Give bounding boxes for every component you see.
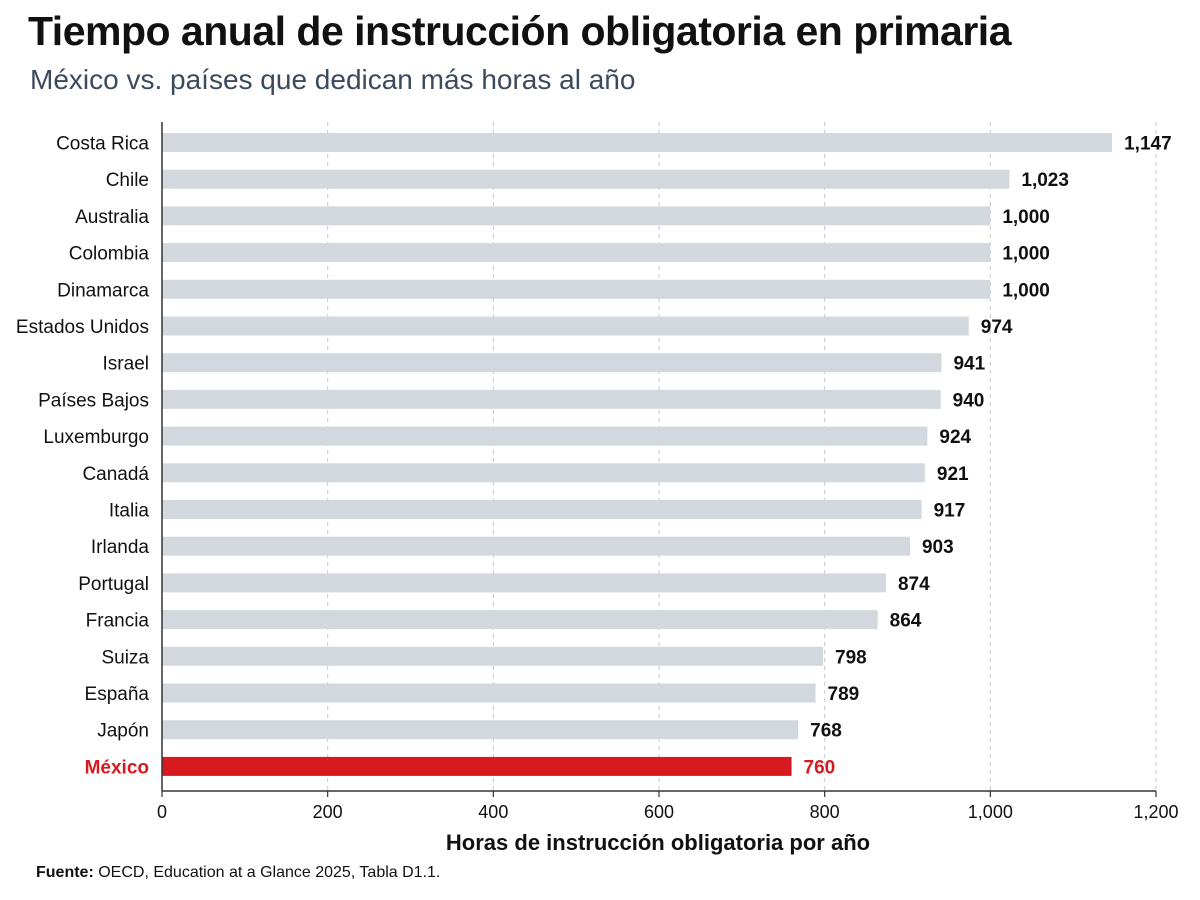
category-label: Países Bajos (38, 390, 149, 411)
data-label: 1,000 (1002, 280, 1050, 301)
data-label: 1,000 (1002, 207, 1050, 228)
x-axis-label: Horas de instrucción obligatoria por año (446, 830, 870, 855)
axes (161, 122, 1157, 797)
bar (162, 426, 928, 446)
value-labels: 1,147 1,023 1,000 1,000 1,000 974 941 940 924 921… (804, 134, 1172, 779)
x-tick-label: 1,200 (1133, 802, 1178, 822)
category-label: México (85, 757, 149, 778)
bar (162, 389, 941, 409)
category-label: Estados Unidos (16, 317, 149, 338)
bar (162, 279, 991, 299)
category-label: Chile (106, 170, 149, 191)
data-label: 921 (937, 464, 969, 485)
source-label: Fuente: (36, 864, 94, 881)
bars (162, 133, 1113, 776)
data-label: 1,000 (1002, 244, 1050, 265)
x-tick-label: 800 (810, 802, 840, 822)
chart-title: Tiempo anual de instrucción obligatoria … (28, 8, 1012, 54)
category-label: Costa Rica (56, 134, 149, 155)
bar (162, 169, 1010, 189)
category-label: Canadá (82, 464, 149, 485)
data-label: 924 (939, 427, 971, 448)
data-label: 768 (810, 721, 842, 742)
data-label: 874 (898, 574, 930, 595)
x-tick-label: 0 (157, 802, 167, 822)
category-label: Luxemburgo (43, 427, 149, 448)
category-label: Francia (86, 611, 150, 632)
bar (162, 646, 824, 666)
bar (162, 610, 878, 630)
data-label: 789 (828, 684, 860, 705)
category-label: Israel (103, 354, 149, 375)
category-label: Italia (109, 501, 150, 522)
category-label: Portugal (78, 574, 149, 595)
bar (162, 500, 922, 519)
data-label: 940 (953, 390, 985, 411)
category-labels: Costa Rica Chile Australia Colombia Dinamarc… (16, 134, 150, 779)
x-tick-label: 600 (644, 802, 674, 822)
data-label: 974 (981, 317, 1013, 338)
bar (162, 756, 792, 776)
bar (162, 720, 799, 740)
data-label: 760 (804, 757, 836, 778)
bar (162, 536, 910, 556)
data-label: 864 (890, 611, 922, 632)
data-label: 1,147 (1124, 134, 1172, 155)
category-label: España (85, 684, 150, 705)
category-label: Irlanda (91, 537, 150, 558)
source-text: OECD, Education at a Glance 2025, Tabla … (98, 864, 441, 881)
data-label: 1,023 (1021, 170, 1069, 191)
x-tick-label: 200 (313, 802, 343, 822)
bar (162, 573, 886, 593)
data-label: 941 (953, 354, 985, 375)
bar (162, 316, 969, 336)
bar (162, 683, 816, 703)
data-label: 798 (835, 647, 867, 668)
bar (162, 206, 991, 226)
data-label: 917 (934, 501, 966, 522)
x-tick-label: 1,000 (968, 802, 1013, 822)
chart-subtitle: México vs. países que dedican más horas … (30, 64, 636, 95)
source-note: Fuente: OECD, Education at a Glance 2025… (36, 864, 440, 882)
category-label: Australia (75, 207, 149, 228)
bar (162, 133, 1113, 152)
category-label: Japón (97, 721, 149, 742)
x-tick-labels: 0 200 400 600 800 1,000 1,200 (157, 802, 1179, 822)
bar (162, 243, 991, 263)
category-label: Dinamarca (57, 280, 149, 301)
data-label: 903 (922, 537, 954, 558)
category-label: Colombia (69, 244, 150, 265)
bar (162, 463, 925, 483)
bar (162, 353, 942, 373)
x-tick-label: 400 (478, 802, 508, 822)
category-label: Suiza (101, 647, 149, 668)
